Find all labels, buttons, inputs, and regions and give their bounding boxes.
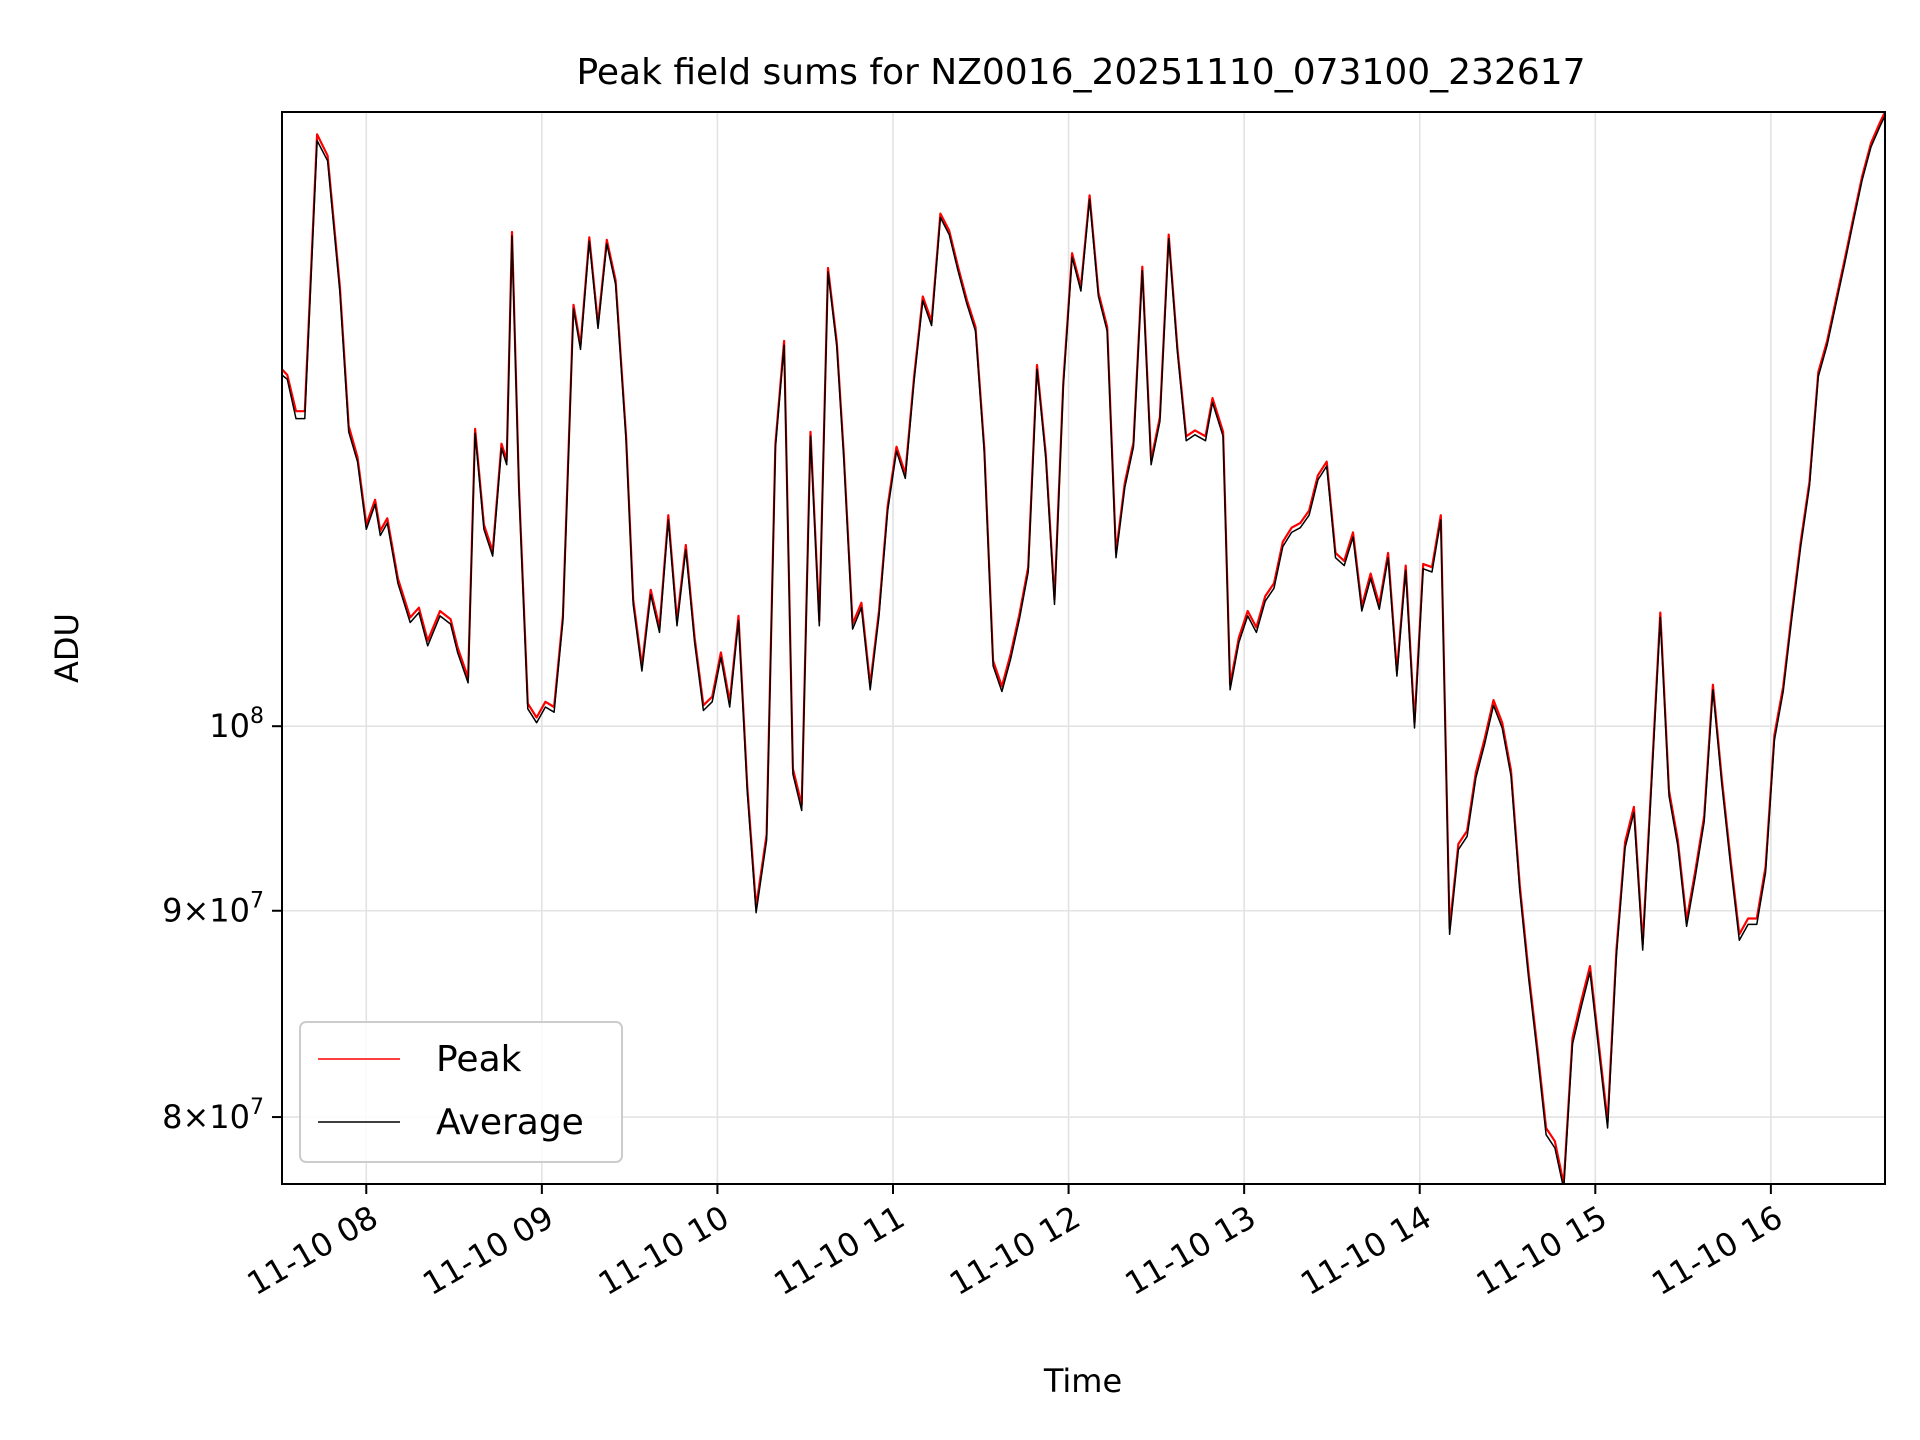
series-line-average	[282, 115, 1885, 1184]
y-axis-label: ADU	[48, 613, 86, 683]
legend-label-peak: Peak	[436, 1039, 522, 1080]
y-tick-label: 108	[209, 704, 264, 745]
legend: Peak Average	[299, 1021, 623, 1163]
legend-box	[299, 1021, 623, 1163]
x-axis-label: Time	[1043, 1362, 1122, 1400]
legend-label-average: Average	[436, 1102, 584, 1143]
y-axis: 8×107 9×107 108	[162, 704, 282, 1136]
chart-title: Peak field sums for NZ0016_20251110_0731…	[576, 52, 1585, 93]
y-tick-label: 8×107	[162, 1095, 264, 1136]
plot-area-frame	[281, 111, 1886, 1185]
grid	[282, 112, 1885, 1184]
y-tick-label: 9×107	[162, 889, 264, 930]
series-layer	[282, 112, 1885, 1184]
